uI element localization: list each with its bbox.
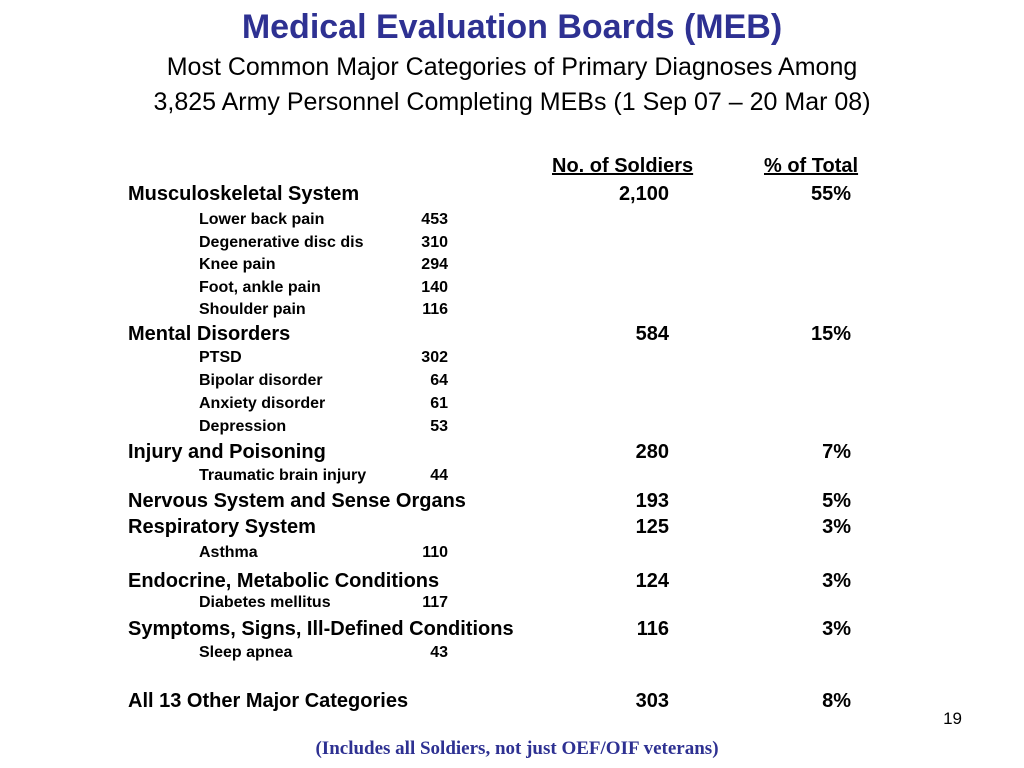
- slide-subtitle-line2: 3,825 Army Personnel Completing MEBs (1 …: [153, 88, 871, 116]
- subcategory-soldier-count: 61: [430, 395, 448, 412]
- subcategory-name: Depression: [199, 418, 287, 435]
- subcategory-soldier-count: 140: [421, 279, 448, 296]
- category-percent: 55%: [810, 183, 851, 205]
- category-soldier-count: 124: [635, 570, 669, 592]
- category-name: Musculoskeletal System: [128, 183, 360, 205]
- subcategory-soldier-count: 110: [422, 544, 448, 561]
- category-name: Mental Disorders: [128, 323, 291, 345]
- subcategory-soldier-count: 117: [422, 594, 448, 611]
- subcategory-name: Knee pain: [199, 256, 276, 273]
- category-percent: 7%: [822, 441, 851, 463]
- category-soldier-count: 280: [635, 441, 669, 463]
- category-name: Symptoms, Signs, Ill-Defined Conditions: [128, 618, 514, 640]
- category-soldier-count: 125: [635, 516, 669, 538]
- subcategory-soldier-count: 116: [422, 301, 448, 318]
- column-header-soldiers: No. of Soldiers: [552, 155, 694, 177]
- subcategory-soldier-count: 64: [430, 372, 448, 389]
- subcategory-soldier-count: 294: [421, 256, 448, 273]
- column-header-percent: % of Total: [764, 155, 859, 177]
- subcategory-name: Sleep apnea: [199, 644, 293, 661]
- subcategory-soldier-count: 453: [421, 211, 448, 228]
- subcategory-name: Lower back pain: [199, 211, 325, 228]
- subcategory-name: Diabetes mellitus: [199, 594, 331, 611]
- category-percent: 3%: [822, 618, 851, 640]
- subcategory-soldier-count: 302: [421, 349, 448, 366]
- subcategory-soldier-count: 53: [430, 418, 448, 435]
- category-name: Respiratory System: [128, 516, 316, 538]
- category-percent: 3%: [822, 516, 851, 538]
- subcategory-name: Asthma: [199, 544, 258, 561]
- subcategory-name: Bipolar disorder: [199, 372, 323, 389]
- category-name: Injury and Poisoning: [128, 441, 326, 463]
- footnote: (Includes all Soldiers, not just OEF/OIF…: [315, 738, 719, 759]
- category-name: All 13 Other Major Categories: [128, 690, 409, 712]
- subcategory-soldier-count: 43: [430, 644, 448, 661]
- slide-subtitle-line1: Most Common Major Categories of Primary …: [166, 53, 858, 81]
- category-soldier-count: 2,100: [618, 183, 669, 205]
- category-soldier-count: 584: [635, 323, 669, 345]
- category-percent: 3%: [822, 570, 851, 592]
- slide-title: Medical Evaluation Boards (MEB): [241, 8, 783, 46]
- category-soldier-count: 303: [635, 690, 669, 712]
- subcategory-soldier-count: 44: [430, 467, 448, 484]
- subcategory-name: Traumatic brain injury: [199, 467, 367, 484]
- subcategory-name: Foot, ankle pain: [199, 279, 321, 296]
- subcategory-name: PTSD: [199, 349, 242, 366]
- subcategory-name: Shoulder pain: [199, 301, 306, 318]
- page-number: 19: [943, 709, 962, 728]
- category-percent: 5%: [822, 490, 851, 512]
- subcategory-name: Anxiety disorder: [199, 395, 326, 412]
- category-soldier-count: 116: [636, 618, 669, 640]
- category-percent: 8%: [822, 690, 851, 712]
- category-percent: 15%: [810, 323, 851, 345]
- category-soldier-count: 193: [635, 490, 669, 512]
- category-name: Nervous System and Sense Organs: [128, 490, 466, 512]
- subcategory-name: Degenerative disc dis: [199, 234, 364, 251]
- subcategory-soldier-count: 310: [421, 234, 448, 251]
- category-name: Endocrine, Metabolic Conditions: [128, 570, 440, 592]
